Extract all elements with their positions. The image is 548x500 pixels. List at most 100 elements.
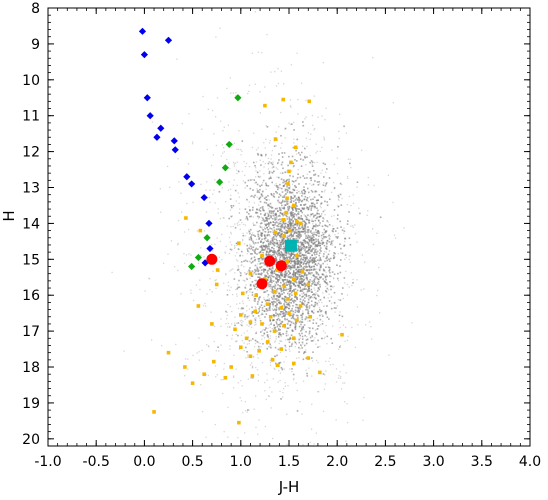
background-point (311, 247, 314, 250)
background-point (249, 277, 251, 279)
background-point (276, 299, 278, 302)
background-point (282, 333, 284, 335)
background-point (292, 216, 295, 218)
background-point (291, 217, 294, 219)
background-point (307, 309, 309, 311)
background-point (299, 252, 301, 255)
background-point (290, 309, 293, 312)
background-point (257, 154, 260, 156)
background-point (278, 342, 280, 345)
background-point (278, 245, 281, 248)
background-point (275, 282, 278, 284)
background-point (307, 208, 310, 211)
background-point (299, 199, 301, 201)
background-point (287, 302, 290, 305)
background-point (279, 328, 282, 331)
background-point (183, 231, 186, 233)
background-point (292, 188, 294, 191)
background-point (296, 297, 298, 300)
background-point (280, 202, 282, 204)
background-point (232, 268, 234, 270)
background-point (266, 271, 268, 274)
background-point (294, 212, 296, 215)
background-point (285, 311, 287, 313)
background-point (242, 302, 244, 305)
background-point (341, 252, 344, 255)
background-point (227, 189, 230, 191)
background-point (237, 266, 240, 268)
background-point (271, 267, 274, 270)
background-point (345, 270, 347, 273)
background-point (327, 221, 329, 223)
background-point (304, 240, 307, 242)
background-point (290, 314, 293, 317)
data-point-series-0 (157, 124, 165, 132)
background-point (144, 290, 146, 292)
background-point (292, 194, 295, 196)
background-point (204, 302, 206, 305)
background-point (263, 381, 266, 384)
background-point (257, 301, 259, 303)
background-point (281, 273, 283, 275)
background-point (308, 332, 311, 334)
background-point (293, 299, 296, 302)
background-point (309, 250, 312, 253)
background-point (277, 295, 279, 297)
background-point (290, 280, 292, 283)
background-point (278, 292, 281, 295)
background-point (287, 307, 290, 310)
background-point (275, 216, 278, 218)
data-point-series-4 (284, 239, 297, 252)
background-point (268, 142, 271, 144)
background-point (226, 87, 228, 90)
background-point (283, 258, 285, 260)
background-point (290, 285, 293, 288)
background-point (247, 250, 249, 252)
background-point (246, 350, 248, 353)
background-point (293, 223, 296, 226)
background-point (294, 238, 296, 240)
background-point (249, 283, 252, 286)
data-point-series-2 (279, 347, 284, 351)
background-point (264, 264, 267, 266)
background-point (231, 215, 234, 217)
background-point (267, 299, 269, 302)
background-point (311, 204, 314, 206)
background-point (316, 277, 319, 280)
background-point (264, 162, 267, 165)
background-point (312, 124, 314, 126)
background-point (226, 225, 228, 227)
background-point (302, 193, 304, 195)
background-point (241, 170, 243, 173)
background-point (294, 309, 297, 312)
background-point (352, 226, 354, 229)
background-point (328, 177, 331, 179)
background-point (274, 207, 277, 210)
background-point (329, 257, 332, 260)
background-point (259, 263, 261, 265)
background-point (298, 279, 301, 282)
background-point (275, 257, 278, 259)
background-point (240, 334, 243, 336)
background-point (273, 316, 275, 318)
background-point (301, 241, 304, 244)
background-point (259, 246, 261, 248)
background-point (256, 171, 259, 174)
background-point (303, 352, 305, 355)
background-point (269, 241, 271, 244)
background-point (356, 241, 358, 243)
background-point (252, 284, 255, 287)
background-point (332, 325, 334, 327)
background-point (288, 155, 290, 158)
background-point (307, 226, 309, 228)
background-point (307, 285, 310, 288)
background-point (346, 223, 349, 225)
background-point (268, 223, 271, 225)
background-point (264, 220, 267, 222)
background-point (214, 423, 216, 426)
background-point (294, 295, 296, 298)
background-point (314, 249, 316, 252)
background-point (265, 198, 268, 201)
background-point (367, 210, 369, 212)
background-point (282, 238, 285, 241)
